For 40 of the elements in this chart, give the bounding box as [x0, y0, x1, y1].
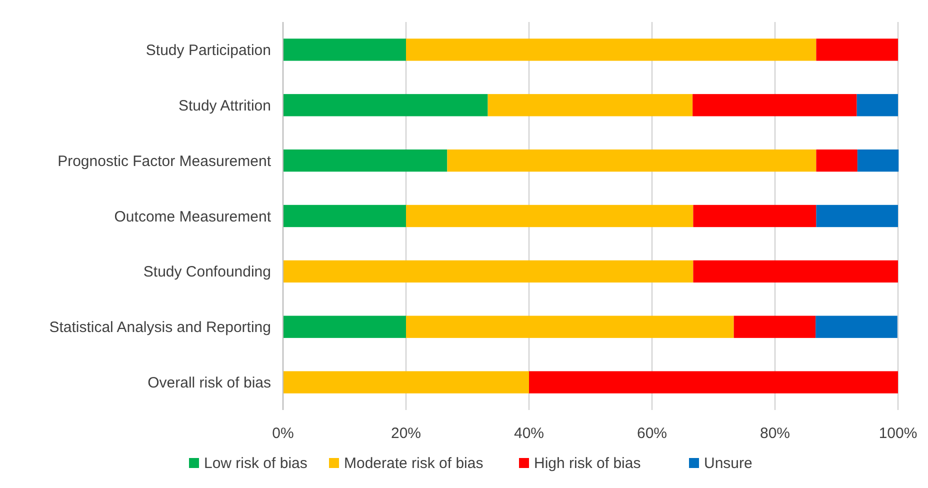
bar — [488, 94, 693, 116]
x-tick-label: 60% — [636, 425, 668, 442]
bar — [283, 316, 406, 338]
y-tick-label: Study Attrition — [178, 97, 271, 114]
bar — [734, 316, 816, 338]
legend-label: Unsure — [704, 455, 752, 472]
bar — [283, 38, 406, 61]
bar — [283, 94, 488, 116]
bar — [692, 94, 857, 116]
bar — [529, 371, 898, 394]
bar — [816, 38, 898, 61]
x-tick-label: 40% — [514, 425, 544, 442]
y-tick-label: Overall risk of bias — [148, 374, 271, 392]
y-tick-label: Study Participation — [146, 42, 271, 59]
x-tick-label: 100% — [878, 425, 918, 442]
bar — [693, 260, 898, 283]
bar — [406, 38, 816, 61]
bar — [283, 371, 529, 394]
x-tick-label: 20% — [390, 425, 422, 442]
x-tick-label: 80% — [760, 425, 790, 442]
bar — [857, 149, 899, 172]
y-tick-label: Prognostic Factor Measurement — [58, 152, 272, 170]
legend-label: High risk of bias — [534, 455, 641, 472]
legend-label: Low risk of bias — [204, 455, 308, 472]
y-tick-label: Outcome Measurement — [114, 208, 272, 226]
x-tick-label: 0% — [272, 425, 294, 442]
bar — [816, 316, 898, 338]
y-tick-label: Study Confounding — [143, 264, 271, 281]
bar — [406, 316, 734, 338]
bar — [406, 204, 694, 228]
bar — [693, 204, 816, 228]
bar — [447, 149, 816, 172]
bar — [283, 149, 448, 172]
y-tick-label: Statistical Analysis and Reporting — [49, 319, 271, 336]
bar — [816, 204, 898, 228]
bar — [283, 204, 406, 228]
bar — [283, 260, 694, 283]
bar — [816, 149, 858, 172]
legend-label: Moderate risk of bias — [344, 455, 484, 472]
bar — [856, 94, 898, 116]
